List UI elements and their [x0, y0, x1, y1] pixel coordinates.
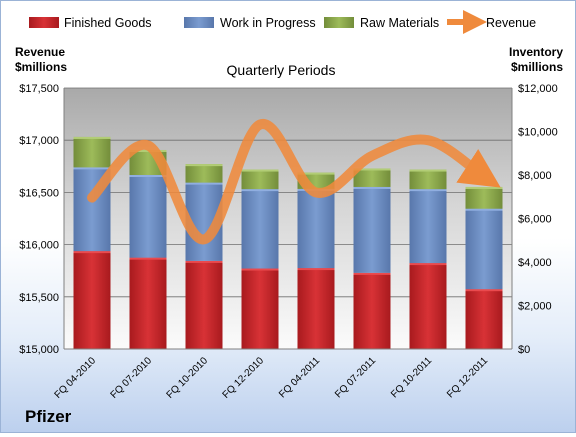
right-tick-label: $10,000 [518, 127, 558, 139]
bar-segment-raw-materials-top [409, 169, 447, 172]
bar-segment-raw-materials [353, 168, 391, 187]
right-tick-label: $8,000 [518, 170, 552, 182]
company-name: Pfizer [25, 407, 72, 426]
bar-segment-work-in-progress-top [73, 167, 111, 170]
legend: Finished Goods Work in Progress Raw Mate… [29, 10, 536, 34]
bar-segment-finished-goods-top [129, 257, 167, 260]
bar-segment-raw-materials-top [297, 172, 335, 175]
left-axis-title-line2: $millions [15, 60, 67, 74]
bar-segment-raw-materials-top [185, 164, 223, 167]
right-axis-title-line1: Inventory [509, 45, 563, 59]
bar-segment-raw-materials [73, 136, 111, 168]
bar-segment-work-in-progress [241, 189, 279, 269]
x-tick-label: FQ 10-2010 [165, 355, 211, 401]
bar-segment-finished-goods-top [353, 272, 391, 275]
legend-item-raw-materials: Raw Materials [324, 16, 439, 30]
bar-segment-work-in-progress [353, 186, 391, 273]
chart-title: Quarterly Periods [227, 62, 336, 78]
right-tick-label: $4,000 [518, 257, 552, 269]
legend-label-revenue: Revenue [486, 16, 536, 30]
legend-label-work-in-progress: Work in Progress [220, 16, 316, 30]
bar-segment-work-in-progress-top [465, 208, 503, 211]
bar-segment-finished-goods-top [465, 289, 503, 292]
legend-swatch-work-in-progress [184, 17, 214, 28]
x-tick-label: FQ 07-2010 [109, 355, 155, 401]
bar-segment-raw-materials [241, 169, 279, 190]
revenue-line-path [87, 119, 501, 245]
bar-segment-finished-goods-top [297, 268, 335, 271]
bar-segment-raw-materials [465, 186, 503, 209]
left-tick-label: $17,000 [19, 135, 59, 147]
bar-segment-finished-goods [241, 268, 279, 349]
bar-segment-work-in-progress-top [185, 182, 223, 185]
bar-segment-finished-goods [297, 268, 335, 349]
left-tick-label: $16,500 [19, 187, 59, 199]
left-tick-label: $15,000 [19, 344, 59, 356]
bar-segment-finished-goods-top [241, 268, 279, 271]
bar-segment-raw-materials [185, 164, 223, 183]
left-axis-title-line1: Revenue [15, 45, 65, 59]
x-tick-label: FQ 04-2010 [53, 355, 99, 401]
x-tick-label: FQ 04-2011 [277, 355, 322, 400]
bar-segment-work-in-progress [129, 175, 167, 258]
bar-segment-raw-materials-top [241, 169, 279, 172]
bar-segment-work-in-progress-top [129, 175, 167, 177]
bar-segment-raw-materials [409, 169, 447, 190]
bar-segment-raw-materials-top [73, 136, 111, 139]
bar-segment-finished-goods [73, 251, 111, 349]
bar-segment-raw-materials-top [465, 186, 503, 189]
right-tick-label: $2,000 [518, 301, 552, 313]
x-tick-label: FQ 07-2011 [333, 355, 378, 400]
left-tick-label: $15,500 [19, 292, 59, 304]
bar-segment-raw-materials-top [353, 168, 391, 171]
bar-segment-finished-goods-top [409, 263, 447, 266]
bar-segment-finished-goods [185, 260, 223, 349]
bar-segment-work-in-progress-top [409, 189, 447, 192]
right-tick-label: $0 [518, 344, 530, 356]
bar-segment-work-in-progress [465, 208, 503, 290]
legend-item-work-in-progress: Work in Progress [184, 16, 316, 30]
bar-segment-finished-goods-top [185, 260, 223, 263]
right-tick-label: $12,000 [518, 83, 558, 95]
legend-item-finished-goods: Finished Goods [29, 16, 152, 30]
legend-item-revenue: Revenue [447, 10, 536, 34]
bar-segment-work-in-progress-top [353, 186, 391, 189]
legend-swatch-raw-materials [324, 17, 354, 28]
bar-segment-work-in-progress-top [241, 189, 279, 192]
x-tick-label: FQ 10-2011 [389, 355, 434, 400]
legend-swatch-finished-goods [29, 17, 59, 28]
bar-segment-work-in-progress [297, 188, 335, 269]
revenue-line [87, 119, 501, 245]
bar-segment-finished-goods [465, 289, 503, 349]
bar-segment-work-in-progress [409, 189, 447, 264]
right-axis-title-line2: $millions [511, 60, 563, 74]
right-tick-label: $6,000 [518, 214, 552, 226]
bar-segment-finished-goods-top [73, 251, 111, 254]
x-tick-label: FQ 12-2010 [221, 355, 267, 401]
x-tick-label: FQ 12-2011 [445, 355, 490, 400]
bar-segment-finished-goods [353, 272, 391, 349]
legend-label-finished-goods: Finished Goods [64, 16, 152, 30]
bar-segment-finished-goods [129, 257, 167, 349]
bar-segment-finished-goods [409, 263, 447, 349]
left-tick-label: $16,000 [19, 240, 59, 252]
legend-label-raw-materials: Raw Materials [360, 16, 439, 30]
left-tick-label: $17,500 [19, 83, 59, 95]
